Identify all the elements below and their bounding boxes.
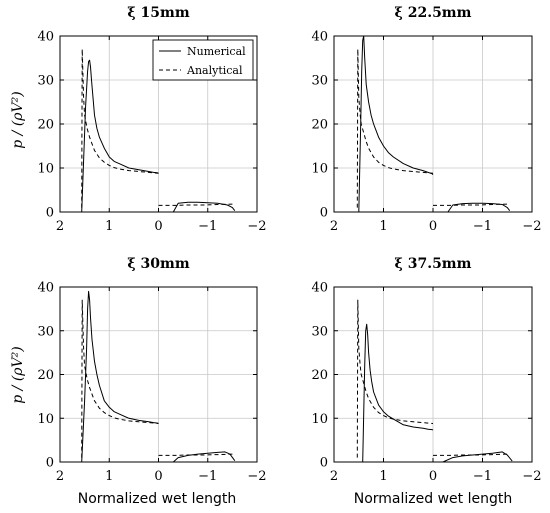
series-line-numerical (358, 35, 511, 213)
x-tick-label: −2 (522, 469, 541, 484)
x-tick-label: −2 (247, 219, 266, 234)
x-axis-label: Normalized wet length (354, 491, 512, 507)
x-tick-label: −1 (198, 469, 217, 484)
chart-title: ξ 15mm (127, 5, 189, 21)
y-tick-label: 30 (37, 324, 54, 339)
x-tick-label: 2 (330, 219, 338, 234)
x-tick-label: 1 (105, 469, 113, 484)
y-tick-label: 20 (37, 368, 54, 383)
series-line-numerical (362, 323, 513, 463)
y-tick-label: 10 (311, 162, 328, 177)
x-tick-label: −1 (473, 219, 492, 234)
y-tick-label: 30 (311, 74, 328, 89)
y-tick-label: 20 (311, 118, 328, 133)
chart-title: ξ 22.5mm (395, 5, 472, 21)
y-tick-label: 40 (311, 281, 328, 296)
y-tick-label: 0 (46, 456, 54, 471)
y-axis-label: p / (ρV²) (10, 346, 26, 403)
series-line-numerical (81, 290, 236, 463)
legend: Numerical Analytical (152, 39, 254, 81)
x-tick-label: 0 (154, 219, 162, 234)
y-tick-label: 10 (311, 412, 328, 427)
x-tick-label: 1 (105, 219, 113, 234)
y-tick-label: 40 (311, 30, 328, 45)
x-tick-label: −2 (247, 469, 266, 484)
y-tick-label: 10 (37, 162, 54, 177)
x-tick-label: −1 (473, 469, 492, 484)
x-tick-label: 1 (379, 469, 387, 484)
y-tick-label: 40 (37, 30, 54, 45)
chart-title: ξ 30mm (127, 256, 189, 272)
x-tick-label: −1 (198, 219, 217, 234)
series-line-analytical (356, 299, 508, 458)
x-tick-label: 0 (429, 219, 437, 234)
x-tick-label: −2 (522, 219, 541, 234)
x-tick-label: 0 (429, 469, 437, 484)
y-axis-label: p / (ρV²) (10, 91, 26, 148)
series-line-numerical (81, 59, 236, 213)
x-tick-label: 1 (379, 219, 387, 234)
x-axis-label: Normalized wet length (78, 491, 236, 507)
series-line-analytical (81, 299, 233, 458)
x-tick-label: 2 (56, 219, 64, 234)
series-line-analytical (356, 48, 508, 208)
y-tick-label: 30 (311, 324, 328, 339)
legend-box (152, 39, 254, 81)
y-tick-label: 0 (46, 206, 54, 221)
y-tick-label: 30 (37, 74, 54, 89)
y-tick-label: 10 (37, 412, 54, 427)
series-line-analytical (81, 48, 233, 208)
x-tick-label: 0 (154, 469, 162, 484)
legend-label: Analytical (186, 64, 243, 77)
y-tick-label: 40 (37, 281, 54, 296)
y-tick-label: 20 (311, 368, 328, 383)
x-tick-label: 2 (330, 469, 338, 484)
y-tick-label: 20 (37, 118, 54, 133)
chart-title: ξ 37.5mm (395, 256, 472, 272)
y-tick-label: 0 (320, 206, 328, 221)
legend-label: Numerical (187, 45, 246, 58)
y-tick-label: 0 (320, 456, 328, 471)
x-tick-label: 2 (56, 469, 64, 484)
